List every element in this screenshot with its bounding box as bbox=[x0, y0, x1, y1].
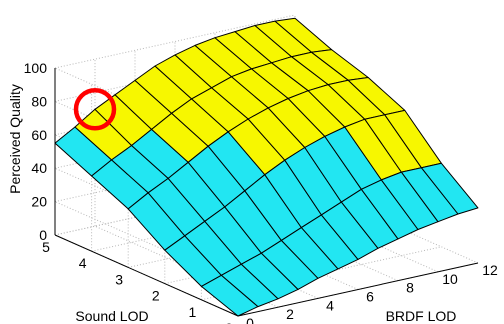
z-tick-label: 40 bbox=[31, 160, 47, 176]
y-axis-title: Sound LOD bbox=[75, 308, 148, 324]
z-tick-label: 0 bbox=[39, 227, 47, 243]
x-tick-label: 12 bbox=[482, 262, 498, 278]
chart-surface bbox=[54, 17, 479, 317]
x-tick-label: 0 bbox=[246, 315, 254, 324]
y-tick-label: 5 bbox=[42, 239, 50, 255]
grid-line-z-back bbox=[54, 14, 296, 69]
grid-line-x-floor bbox=[214, 199, 399, 282]
y-tick-label: 3 bbox=[115, 271, 123, 287]
z-tick-label: 100 bbox=[24, 60, 48, 76]
chart-axes bbox=[54, 68, 479, 317]
surface-facet bbox=[420, 162, 479, 215]
highlight-circle bbox=[73, 88, 117, 131]
chart-highlight bbox=[73, 88, 117, 131]
z-tick-label: 20 bbox=[31, 194, 47, 210]
x-tick-label: 4 bbox=[326, 297, 334, 313]
x-tick-label: 6 bbox=[366, 289, 374, 305]
x-tick-label: 2 bbox=[286, 306, 294, 322]
y-tick-label: 1 bbox=[189, 304, 197, 320]
y-axis-line bbox=[54, 234, 239, 317]
grid-line-x-floor bbox=[174, 208, 359, 290]
z-tick-label: 60 bbox=[31, 127, 47, 143]
x-axis-title: BRDF LOD bbox=[386, 308, 457, 324]
y-tick-label: 2 bbox=[152, 288, 160, 304]
grid-line-x-floor bbox=[254, 190, 439, 273]
x-tick-label: 8 bbox=[406, 280, 414, 296]
grid-line-y-floor bbox=[201, 246, 442, 301]
x-axis-line bbox=[237, 262, 479, 317]
grid-line-x-floor bbox=[294, 181, 479, 264]
x-tick-label: 10 bbox=[442, 271, 458, 287]
y-tick-label: 4 bbox=[79, 255, 87, 271]
y-tick-label: 0 bbox=[225, 320, 233, 324]
z-axis-title: Perceived Quality bbox=[7, 84, 23, 194]
chart-tick-labels: 020406080100012345024681012 bbox=[24, 60, 498, 324]
z-tick-label: 80 bbox=[31, 93, 47, 109]
